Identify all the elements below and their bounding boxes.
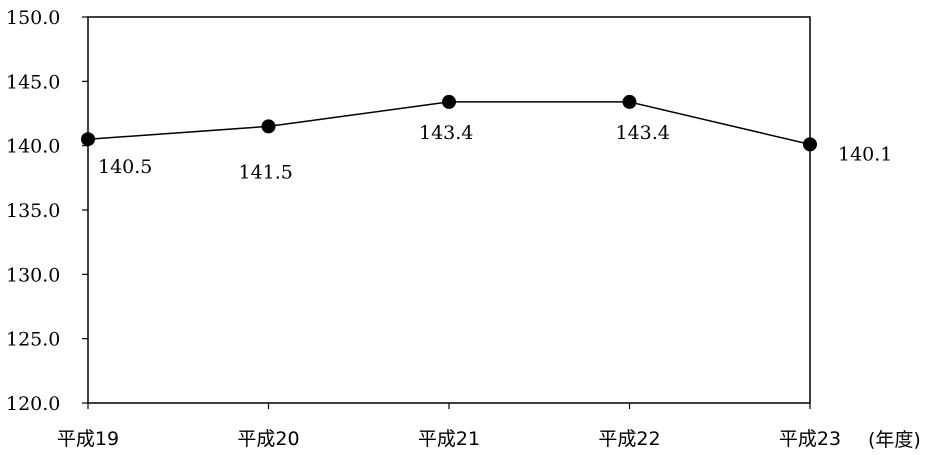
data-point xyxy=(622,94,637,109)
y-tick-label: 125.0 xyxy=(6,329,60,351)
y-tick-label: 120.0 xyxy=(6,393,60,415)
x-tick-label: 平成21 xyxy=(418,428,480,450)
series-markers xyxy=(81,94,817,152)
y-tick-label: 140.0 xyxy=(6,136,60,158)
data-point xyxy=(81,132,95,147)
x-tick-label: 平成22 xyxy=(598,428,660,450)
data-label: 140.1 xyxy=(838,143,892,165)
data-point xyxy=(261,119,276,134)
x-tick-label: 平成23 xyxy=(779,428,841,450)
x-axis: 平成19 平成20 平成21 平成22 平成23 xyxy=(57,403,841,450)
data-point xyxy=(442,94,456,109)
data-label: 140.5 xyxy=(98,156,152,178)
data-label: 141.5 xyxy=(239,161,293,183)
y-tick-label: 135.0 xyxy=(6,200,60,222)
data-labels: 140.5 141.5 143.4 143.4 140.1 xyxy=(98,122,892,183)
data-label: 143.4 xyxy=(616,122,670,144)
x-axis-unit-label: (年度) xyxy=(868,429,921,451)
y-tick-label: 145.0 xyxy=(6,71,60,93)
plot-area-frame xyxy=(87,16,811,404)
data-point xyxy=(803,137,817,152)
data-label: 143.4 xyxy=(419,122,473,144)
y-tick-label: 150.0 xyxy=(6,7,60,29)
y-axis: 120.0 125.0 130.0 135.0 140.0 145.0 150.0 xyxy=(6,7,88,415)
y-tick-label: 130.0 xyxy=(6,264,60,286)
x-tick-label: 平成19 xyxy=(57,428,119,450)
x-tick-label: 平成20 xyxy=(237,428,299,450)
